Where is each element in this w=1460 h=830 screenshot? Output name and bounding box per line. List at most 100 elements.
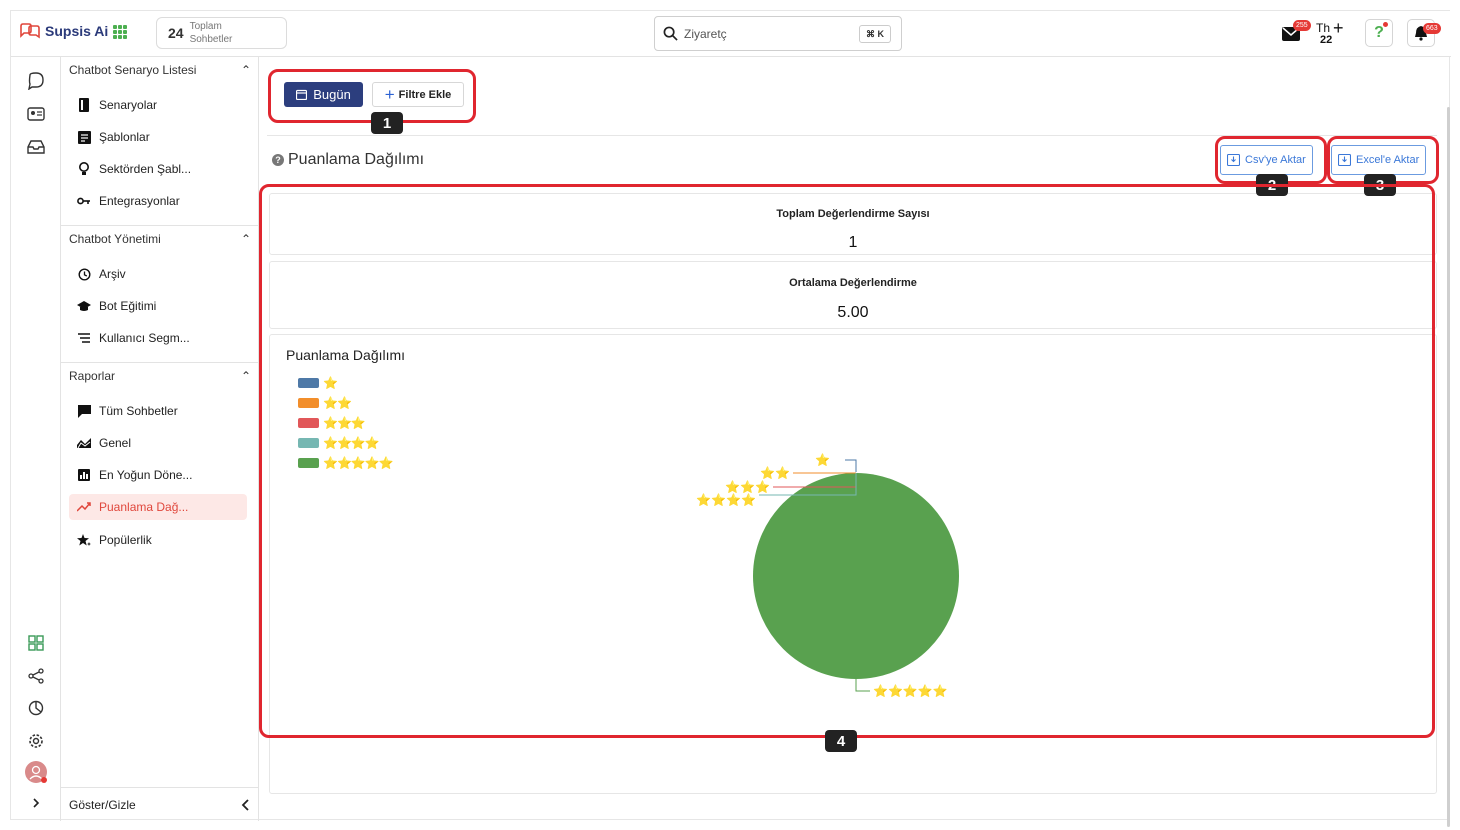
export-csv-label: Csv'ye Aktar	[1245, 154, 1306, 166]
sidebar-item-sablonlar[interactable]: Şablonlar	[69, 124, 247, 150]
key-icon	[77, 194, 91, 208]
divider	[61, 362, 259, 363]
search-box[interactable]: ⌘ K	[654, 16, 902, 51]
scrollbar[interactable]	[1447, 107, 1450, 827]
total-chats-count: 24	[168, 25, 184, 41]
sidebar-item-label: Kullanıcı Segm...	[99, 331, 190, 345]
search-shortcut-badge: ⌘ K	[859, 25, 891, 43]
legend-item[interactable]: ⭐⭐⭐⭐⭐	[298, 453, 394, 473]
sidebar-item-sektorden-sablon[interactable]: Sektörden Şabl...	[69, 156, 247, 182]
add-filter-label: Filtre Ekle	[398, 88, 452, 101]
chat-bubble-icon[interactable]	[26, 71, 46, 91]
sidebar-item-entegrasyonlar[interactable]: Entegrasyonlar	[69, 188, 247, 214]
export-excel-button[interactable]: Excel'e Aktar	[1331, 145, 1427, 175]
section-title: Raporlar	[69, 369, 116, 383]
chevron-up-icon: ⌃	[240, 63, 251, 77]
help-circle-icon[interactable]: ?	[272, 154, 284, 166]
divider	[61, 225, 259, 226]
download-icon	[1338, 154, 1351, 166]
logo[interactable]: Supsis Ai	[19, 23, 108, 39]
section-header-reports[interactable]: Raporlar ⌃	[61, 363, 259, 389]
legend-swatch	[298, 438, 319, 448]
expand-chevron-icon[interactable]	[26, 793, 46, 813]
chevron-left-icon	[241, 798, 249, 811]
sidebar: Chatbot Senaryo Listesi ⌃ Senaryolar Şab…	[61, 57, 259, 821]
star-sparkle-icon	[77, 533, 91, 547]
sidebar-item-populerlik[interactable]: Popülerlik	[69, 527, 247, 553]
stat-label: Ortalama Değerlendirme	[789, 277, 917, 289]
chart-legend: ⭐ ⭐⭐ ⭐⭐⭐ ⭐⭐⭐⭐ ⭐⭐⭐⭐⭐	[298, 373, 394, 473]
sidebar-item-en-yogun-donem[interactable]: En Yoğun Döne...	[69, 462, 247, 488]
legend-item[interactable]: ⭐⭐⭐	[298, 413, 393, 433]
stat-label: Toplam Değerlendirme Sayısı	[776, 208, 930, 220]
inbox-icon[interactable]	[26, 137, 46, 157]
sidebar-item-senaryolar[interactable]: Senaryolar	[69, 92, 247, 118]
mail-badge: 255	[1293, 20, 1311, 31]
sidebar-item-puanlama-dagilimi[interactable]: Puanlama Dağ...	[69, 494, 247, 520]
legend-label: ⭐⭐⭐⭐⭐	[323, 456, 394, 470]
section-header-chatbot-management[interactable]: Chatbot Yönetimi ⌃	[61, 226, 259, 252]
area-chart-icon	[77, 436, 91, 450]
section-header-chatbot-scenarios[interactable]: Chatbot Senaryo Listesi ⌃	[61, 57, 259, 83]
sidebar-item-label: Genel	[99, 436, 132, 450]
section-title: Chatbot Senaryo Listesi	[69, 63, 197, 77]
sidebar-item-label: Entegrasyonlar	[99, 194, 180, 208]
add-filter-button[interactable]: + Filtre Ekle	[372, 82, 464, 107]
mail-button[interactable]: 255	[1279, 19, 1311, 49]
settings-gear-icon[interactable]	[26, 731, 46, 751]
total-chats-label-1: Toplam	[189, 21, 222, 32]
today-button-label: Bugün	[313, 87, 351, 102]
pie-chart-icon[interactable]	[26, 698, 46, 718]
pie-slice[interactable]	[753, 473, 959, 679]
sidebar-toggle-label: Göster/Gizle	[69, 797, 136, 812]
legend-label: ⭐⭐⭐	[323, 416, 366, 430]
share-icon[interactable]	[26, 666, 46, 686]
pie-label: ⭐⭐⭐⭐	[696, 493, 756, 507]
contact-card-icon[interactable]	[26, 104, 46, 124]
sidebar-toggle[interactable]: Göster/Gizle	[61, 787, 259, 821]
download-icon	[1227, 154, 1240, 166]
legend-item[interactable]: ⭐⭐	[298, 393, 393, 413]
sidebar-item-bot-egitimi[interactable]: Bot Eğitimi	[69, 293, 247, 319]
annotation-tag-3: 3	[1364, 174, 1396, 196]
sidebar-item-label: Sektörden Şabl...	[99, 162, 192, 176]
stat-value: 1	[848, 234, 858, 251]
legend-item[interactable]: ⭐⭐⭐⭐	[298, 433, 393, 453]
search-input[interactable]	[684, 26, 854, 41]
sidebar-item-kullanici-segment[interactable]: Kullanıcı Segm...	[69, 325, 247, 351]
legend-label: ⭐⭐⭐⭐	[323, 436, 380, 450]
graduation-cap-icon	[77, 299, 91, 313]
pie-leader-line	[759, 473, 857, 496]
logo-icon	[20, 23, 40, 39]
legend-swatch	[298, 398, 319, 408]
annotation-tag-2: 2	[1256, 174, 1288, 196]
sidebar-item-label: Şablonlar	[99, 130, 150, 144]
legend-item[interactable]: ⭐	[298, 373, 393, 393]
help-dot-indicator	[1383, 22, 1388, 27]
sidebar-item-label: Popülerlik	[99, 533, 152, 547]
sidebar-item-genel[interactable]: Genel	[69, 430, 247, 456]
notifications-badge: 663	[1423, 23, 1441, 34]
stat-card-total-ratings: Toplam Değerlendirme Sayısı 1	[269, 193, 1437, 255]
help-button[interactable]: ?	[1365, 19, 1393, 47]
notifications-button[interactable]: 663	[1407, 19, 1441, 47]
pie-label: ⭐⭐⭐⭐⭐	[873, 684, 948, 698]
apps-grid-icon[interactable]	[113, 25, 127, 39]
sidebar-item-label: Arşiv	[99, 267, 126, 281]
total-chats-widget[interactable]: 24 Toplam Sohbetler	[156, 17, 287, 49]
help-icon: ?	[1374, 24, 1384, 41]
pie-label: ⭐⭐	[760, 466, 790, 480]
sidebar-item-tum-sohbetler[interactable]: Tüm Sohbetler	[69, 398, 247, 424]
template-icon	[77, 130, 91, 144]
today-date-button[interactable]: Bugün	[284, 82, 363, 107]
export-csv-button[interactable]: Csv'ye Aktar	[1220, 145, 1313, 175]
plus-icon: +	[384, 84, 395, 104]
list-icon	[77, 331, 91, 345]
dashboard-grid-icon[interactable]	[26, 633, 46, 653]
chevron-up-icon: ⌃	[240, 232, 251, 246]
user-avatar[interactable]	[25, 761, 47, 783]
sidebar-item-arsiv[interactable]: Arşiv	[69, 261, 247, 287]
lightbulb-icon	[77, 162, 91, 176]
user-agents-button[interactable]: Th + 22	[1316, 19, 1356, 49]
legend-swatch	[298, 458, 319, 468]
